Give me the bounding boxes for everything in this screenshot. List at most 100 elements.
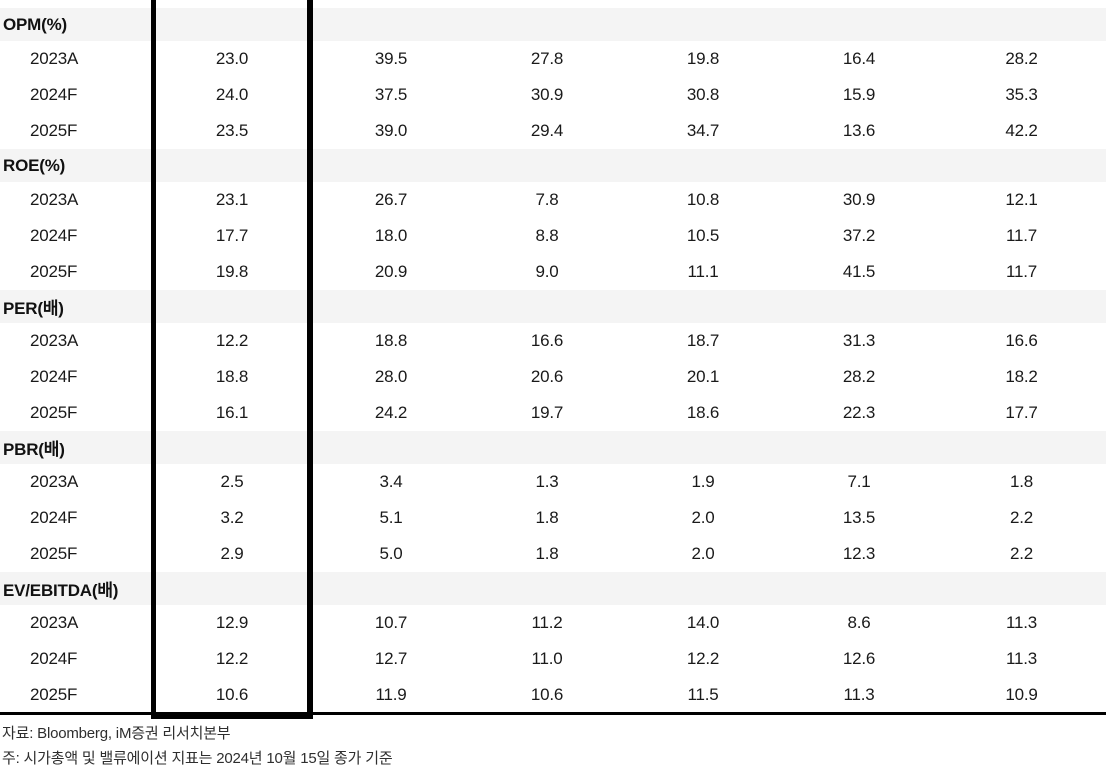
value-cell: 10.9	[1005, 685, 1038, 704]
value-cell: 8.6	[847, 613, 871, 632]
value-cell: 31.3	[842, 331, 876, 350]
table-row: 2025F 16.1 24.2 19.7 18.6 22.3 17.7	[0, 395, 1106, 431]
table-bottom-rule	[0, 712, 1106, 715]
table-section-roe: ROE(%) 2023A 23.1 26.7 7.8 10.8 30.9 12.…	[0, 149, 1106, 290]
value-cell: 11.7	[1005, 262, 1038, 281]
value-cell: 18.0	[374, 226, 408, 245]
value-cell: 11.9	[375, 685, 407, 704]
value-cell: 5.0	[379, 544, 403, 563]
value-cell: 26.7	[374, 190, 408, 209]
row-label: 2023A	[30, 331, 79, 350]
table-row: 2024F 17.7 18.0 8.8 10.5 37.2 11.7	[0, 218, 1106, 254]
table-section-opm: OPM(%) 2023A 23.0 39.5 27.8 19.8 16.4 28…	[0, 8, 1106, 149]
table-section-evebitda: EV/EBITDA(배) 2023A 12.9 10.7 11.2 14.0 8…	[0, 572, 1106, 713]
value-cell: 1.8	[1009, 472, 1034, 491]
value-cell: 5.1	[379, 508, 403, 527]
section-header-row: OPM(%)	[0, 8, 1106, 41]
value-cell: 15.9	[842, 85, 876, 104]
value-cell: 37.2	[842, 226, 876, 245]
value-cell: 19.8	[686, 49, 720, 68]
section-header-row: EV/EBITDA(배)	[0, 572, 1106, 605]
value-cell: 41.5	[842, 262, 876, 281]
value-cell: 19.7	[530, 403, 564, 422]
value-cell: 16.4	[842, 49, 876, 68]
value-cell: 11.0	[531, 649, 563, 668]
row-label: 2024F	[30, 649, 78, 668]
section-title: PER(배)	[3, 299, 64, 318]
value-cell: 30.9	[842, 190, 876, 209]
value-cell: 11.3	[1005, 649, 1038, 668]
value-cell: 39.0	[374, 121, 408, 140]
value-cell: 11.3	[1005, 613, 1038, 632]
section-header-row: PER(배)	[0, 290, 1106, 323]
value-cell: 20.1	[686, 367, 720, 386]
section-title: EV/EBITDA(배)	[3, 581, 119, 600]
table-row: 2024F 24.0 37.5 30.9 30.8 15.9 35.3	[0, 77, 1106, 113]
table-row: 2023A 12.9 10.7 11.2 14.0 8.6 11.3	[0, 605, 1106, 641]
value-cell: 18.7	[686, 331, 720, 350]
section-title: OPM(%)	[3, 14, 67, 34]
value-cell: 19.8	[215, 262, 249, 281]
value-cell: 2.0	[691, 544, 715, 563]
value-cell: 12.2	[686, 649, 720, 668]
value-cell: 30.8	[686, 85, 720, 104]
value-cell: 11.2	[531, 613, 563, 632]
value-cell: 27.8	[530, 49, 564, 68]
row-label: 2025F	[30, 403, 78, 422]
table-row: 2025F 2.9 5.0 1.8 2.0 12.3 2.2	[0, 536, 1106, 572]
row-label: 2024F	[30, 85, 78, 104]
value-cell: 11.3	[843, 685, 875, 704]
value-cell: 10.6	[530, 685, 564, 704]
value-cell: 7.1	[847, 472, 871, 491]
value-cell: 24.0	[215, 85, 249, 104]
value-cell: 20.9	[374, 262, 408, 281]
value-cell: 37.5	[374, 85, 408, 104]
value-cell: 22.3	[842, 403, 876, 422]
value-cell: 1.9	[691, 472, 715, 491]
value-cell: 12.7	[374, 649, 408, 668]
value-cell: 16.1	[215, 403, 249, 422]
value-cell: 13.5	[842, 508, 876, 527]
value-cell: 39.5	[374, 49, 408, 68]
value-cell: 2.2	[1009, 508, 1034, 527]
value-cell: 12.6	[842, 649, 876, 668]
value-cell: 1.3	[535, 472, 559, 491]
value-cell: 30.9	[530, 85, 564, 104]
value-cell: 29.4	[530, 121, 564, 140]
row-label: 2024F	[30, 508, 78, 527]
value-cell: 12.3	[842, 544, 876, 563]
value-cell: 12.1	[1005, 190, 1038, 209]
value-cell: 11.5	[687, 685, 719, 704]
value-cell: 3.4	[379, 472, 403, 491]
table-section-per: PER(배) 2023A 12.2 18.8 16.6 18.7 31.3 16…	[0, 290, 1106, 431]
row-label: 2023A	[30, 49, 79, 68]
value-cell: 18.2	[1005, 367, 1038, 386]
value-cell: 2.5	[220, 472, 244, 491]
value-cell: 18.8	[374, 331, 408, 350]
section-header-row: PBR(배)	[0, 431, 1106, 464]
value-cell: 1.8	[535, 544, 559, 563]
value-cell: 9.0	[535, 262, 559, 281]
row-label: 2025F	[30, 262, 78, 281]
value-cell: 23.1	[215, 190, 249, 209]
row-label: 2024F	[30, 367, 78, 386]
table-row: 2025F 23.5 39.0 29.4 34.7 13.6 42.2	[0, 113, 1106, 149]
value-cell: 2.9	[220, 544, 244, 563]
value-cell: 16.6	[530, 331, 564, 350]
value-cell: 10.8	[686, 190, 720, 209]
value-cell: 2.0	[691, 508, 715, 527]
value-cell: 12.2	[215, 331, 249, 350]
value-cell: 35.3	[1005, 85, 1038, 104]
row-label: 2023A	[30, 472, 79, 491]
value-cell: 10.5	[686, 226, 720, 245]
valuation-table: OPM(%) 2023A 23.0 39.5 27.8 19.8 16.4 28…	[0, 0, 1106, 719]
table-row: 2023A 23.1 26.7 7.8 10.8 30.9 12.1	[0, 182, 1106, 218]
value-cell: 13.6	[842, 121, 876, 140]
footnotes: 자료: Bloomberg, iM증권 리서치본부 주: 시가총액 및 밸류에이…	[0, 721, 1106, 766]
row-label: 2025F	[30, 685, 78, 704]
row-label: 2023A	[30, 190, 79, 209]
value-cell: 20.6	[530, 367, 564, 386]
value-cell: 24.2	[374, 403, 408, 422]
table-row: 2025F 19.8 20.9 9.0 11.1 41.5 11.7	[0, 254, 1106, 290]
